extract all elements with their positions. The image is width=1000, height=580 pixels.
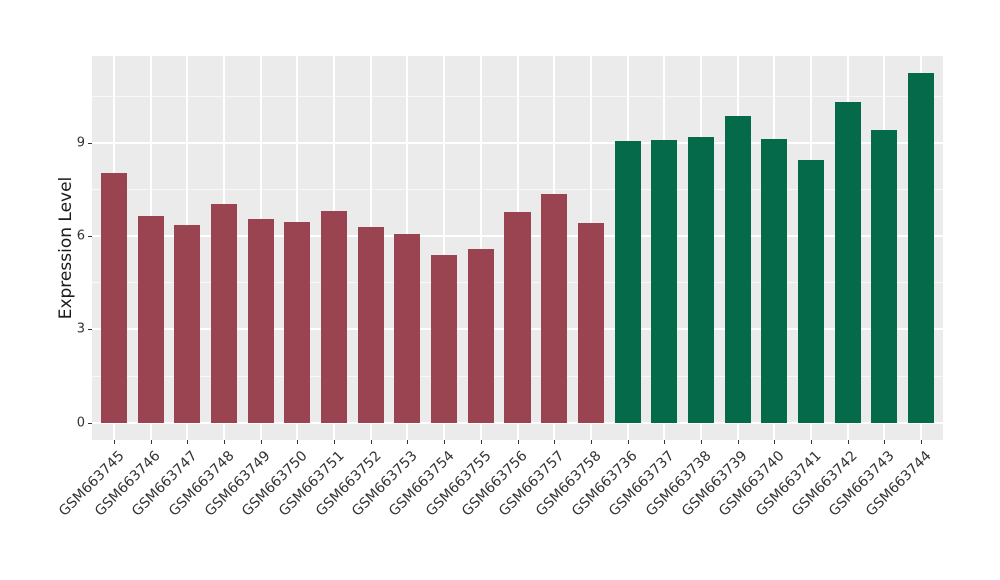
bar-GSM663757 [541, 193, 568, 423]
bar-GSM663743 [871, 130, 898, 423]
x-tick-GSM663741 [810, 440, 812, 444]
x-tick-GSM663737 [664, 440, 666, 444]
plot-panel [92, 56, 943, 440]
x-tick-GSM663758 [590, 440, 592, 444]
bar-GSM663742 [834, 102, 861, 423]
x-tick-GSM663746 [150, 440, 152, 444]
bar-GSM663747 [174, 225, 201, 423]
bar-GSM663756 [504, 212, 531, 423]
bar-GSM663746 [137, 216, 164, 423]
y-axis-title: Expression Level [56, 176, 76, 320]
bar-GSM663748 [211, 204, 238, 423]
x-tick-GSM663743 [884, 440, 886, 444]
bar-GSM663750 [284, 222, 311, 423]
x-tick-GSM663742 [847, 440, 849, 444]
y-tick-label-6: 6 [76, 228, 85, 244]
bar-GSM663758 [577, 223, 604, 423]
bar-GSM663738 [687, 137, 714, 423]
x-tick-GSM663751 [334, 440, 336, 444]
gridline-x-GSM663754 [443, 56, 446, 440]
bar-GSM663744 [907, 73, 934, 423]
x-tick-GSM663752 [370, 440, 372, 444]
bar-GSM663739 [724, 116, 751, 423]
bar-GSM663752 [357, 227, 384, 423]
bar-GSM663745 [100, 173, 128, 423]
bar-GSM663749 [247, 219, 274, 423]
y-tick-6 [88, 236, 92, 238]
gridline-x-GSM663755 [479, 56, 482, 440]
x-tick-GSM663736 [627, 440, 629, 444]
bar-GSM663754 [431, 254, 458, 423]
bar-GSM663737 [651, 139, 678, 423]
x-tick-GSM663750 [297, 440, 299, 444]
x-tick-GSM663738 [700, 440, 702, 444]
x-tick-GSM663747 [187, 440, 189, 444]
y-tick-3 [88, 329, 92, 331]
x-tick-GSM663748 [224, 440, 226, 444]
bar-GSM663740 [761, 139, 788, 423]
x-tick-GSM663739 [737, 440, 739, 444]
x-tick-GSM663754 [444, 440, 446, 444]
x-tick-GSM663740 [774, 440, 776, 444]
y-tick-9 [88, 143, 92, 145]
bar-GSM663751 [321, 210, 348, 423]
x-tick-label-GSM663744: GSM663744 [862, 448, 935, 520]
bar-GSM663755 [467, 248, 494, 423]
bar-GSM663741 [797, 159, 824, 423]
x-tick-GSM663756 [517, 440, 519, 444]
x-tick-GSM663745 [114, 440, 115, 444]
x-tick-GSM663757 [554, 440, 556, 444]
bar-GSM663736 [614, 141, 641, 423]
x-tick-GSM663744 [920, 440, 922, 444]
x-tick-GSM663753 [407, 440, 409, 444]
bar-GSM663753 [394, 234, 421, 423]
y-tick-label-3: 3 [76, 321, 85, 337]
y-tick-0 [88, 422, 92, 424]
y-tick-label-9: 9 [76, 135, 85, 151]
x-tick-GSM663755 [480, 440, 482, 444]
x-tick-GSM663749 [260, 440, 262, 444]
y-tick-label-0: 0 [76, 415, 85, 431]
